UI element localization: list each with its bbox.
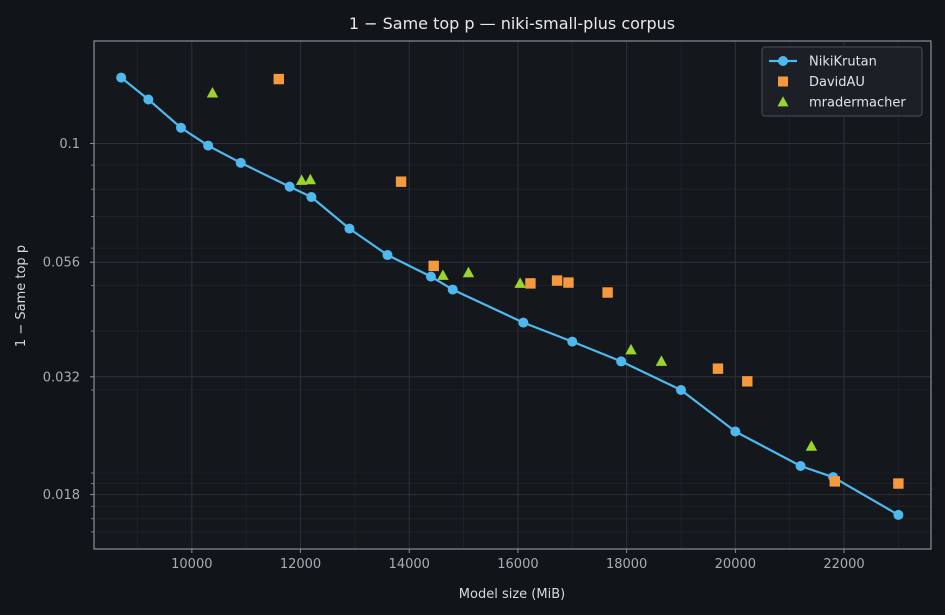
y-tick-label: 0.056 <box>43 256 80 271</box>
data-point <box>284 181 295 192</box>
y-tick-label: 0.032 <box>43 370 80 385</box>
data-point <box>712 363 724 374</box>
data-point <box>551 275 563 286</box>
data-point <box>829 476 840 487</box>
legend-marker <box>777 96 789 107</box>
data-point <box>462 266 475 278</box>
data-point <box>447 284 458 295</box>
x-tick-label: 10000 <box>171 557 212 572</box>
data-point <box>395 176 407 187</box>
legend-item-nikikrutan: NikiKrutan <box>769 55 877 70</box>
data-point <box>616 356 627 367</box>
x-tick-label: 16000 <box>497 557 538 572</box>
data-point <box>206 87 219 98</box>
data-point <box>235 157 246 168</box>
data-point <box>795 460 806 471</box>
data-point <box>273 73 284 85</box>
x-axis-label: Model size (MiB) <box>459 587 565 602</box>
legend-marker <box>778 76 788 87</box>
data-point <box>518 317 529 328</box>
x-tick-label: 20000 <box>715 557 756 572</box>
y-tick-label: 0.018 <box>43 488 80 503</box>
data-point <box>625 343 637 355</box>
x-tick-label: 14000 <box>389 557 430 572</box>
legend: NikiKrutan DavidAU mradermacher <box>761 46 923 117</box>
legend-label: DavidAU <box>809 75 865 90</box>
data-point <box>143 94 154 105</box>
series-mradermacher <box>206 87 818 451</box>
data-point <box>295 174 308 185</box>
legend-box <box>761 46 923 117</box>
y-tick-label: 0.1 <box>59 137 80 152</box>
data-point <box>514 277 526 288</box>
data-point <box>425 271 436 282</box>
plot-area <box>94 41 931 549</box>
data-point <box>675 385 686 396</box>
data-point <box>893 509 904 520</box>
data-point <box>382 250 393 261</box>
ticks: 10000 12000 14000 16000 18000 20000 22000 0.018… <box>43 137 865 572</box>
legend-label: mradermacher <box>809 96 906 111</box>
data-point <box>567 336 578 347</box>
data-point <box>304 173 317 185</box>
data-point <box>175 122 186 133</box>
legend-item-davidau: DavidAU <box>778 75 865 90</box>
data-point <box>563 277 574 288</box>
data-point <box>655 355 668 366</box>
legend-marker <box>778 56 788 66</box>
data-point <box>437 269 449 280</box>
legend-item-mradermacher: mradermacher <box>777 96 906 111</box>
y-axis-label: 1 − Same top p <box>14 245 29 347</box>
data-point <box>203 140 214 151</box>
data-point <box>730 426 741 437</box>
data-point <box>428 260 439 272</box>
grid-minor <box>94 41 931 549</box>
grid <box>94 41 931 549</box>
data-point <box>893 478 904 489</box>
data-point <box>602 287 613 298</box>
data-point <box>344 223 355 234</box>
data-point <box>525 278 536 289</box>
series-nikikrutan <box>116 72 904 520</box>
series-davidau <box>273 73 904 489</box>
data-point <box>805 440 818 451</box>
data-point <box>742 376 753 387</box>
data-point <box>306 192 317 203</box>
x-tick-label: 22000 <box>823 557 864 572</box>
legend-label: NikiKrutan <box>809 55 877 70</box>
data-point <box>116 72 127 83</box>
x-tick-label: 18000 <box>606 557 647 572</box>
x-tick-label: 12000 <box>280 557 321 572</box>
plot-frame <box>93 40 932 550</box>
chart-title: 1 − Same top p — niki-small-plus corpus <box>349 14 675 33</box>
series-layer <box>116 72 904 520</box>
